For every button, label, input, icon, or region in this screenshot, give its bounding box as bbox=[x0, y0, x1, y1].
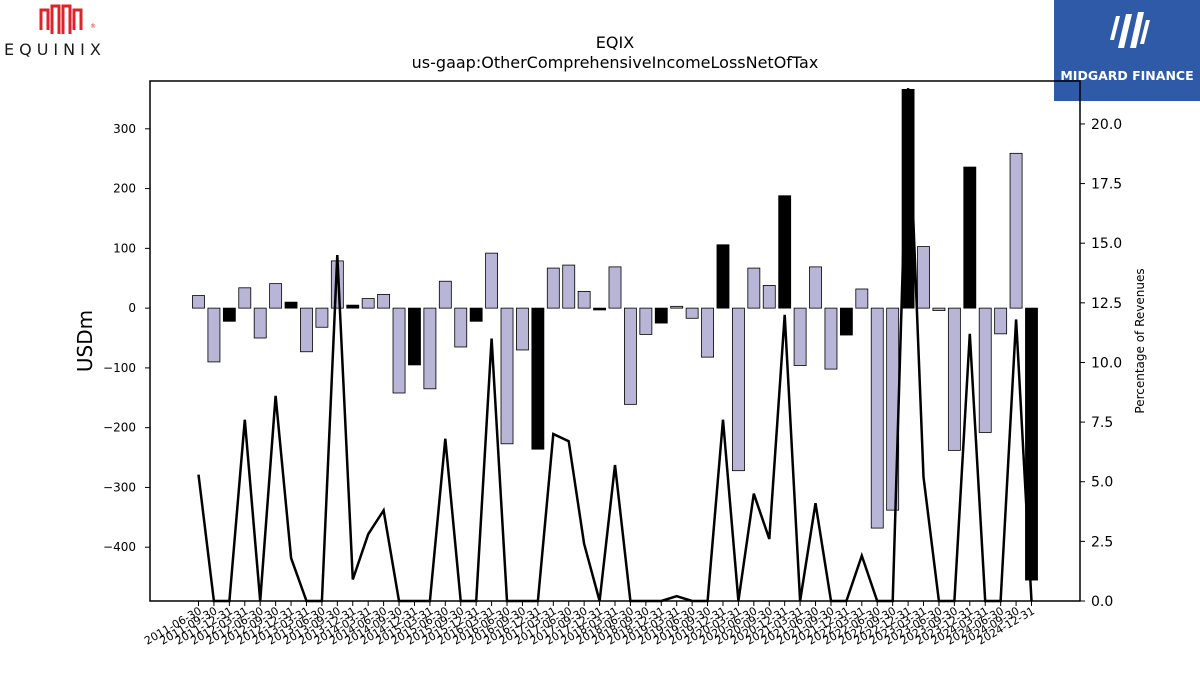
bar-2018-09-30 bbox=[639, 307, 653, 335]
bar-2019-12-31 bbox=[716, 244, 730, 309]
bar-2020-09-30 bbox=[762, 285, 776, 309]
bar-2020-06-30 bbox=[747, 267, 761, 309]
equinix-wordmark: EQUINIX bbox=[4, 40, 106, 59]
bar-2018-06-30 bbox=[624, 307, 637, 405]
percentage-of-revenues-line bbox=[197, 88, 1033, 603]
bar-2021-12-31 bbox=[839, 307, 853, 336]
y2-tick-label: 2.5 bbox=[1091, 534, 1113, 550]
bar-2021-03-31 bbox=[793, 307, 807, 366]
bar-2023-03-31 bbox=[917, 246, 930, 309]
y-tick-label: 0 bbox=[128, 301, 136, 315]
y-tick-label: −400 bbox=[103, 540, 136, 554]
bar-2011-12-31 bbox=[222, 307, 236, 322]
bar-2013-12-31 bbox=[346, 304, 360, 309]
bar-2011-09-30 bbox=[207, 307, 221, 363]
bar-2022-06-30 bbox=[870, 307, 884, 529]
midgard-finance-logo: MIDGARD FINANCE bbox=[1054, 0, 1200, 101]
bar-2014-09-30 bbox=[392, 307, 406, 394]
bar-2019-06-30 bbox=[685, 307, 699, 319]
bar-2016-06-30 bbox=[500, 307, 514, 445]
bar-2016-09-30 bbox=[516, 307, 529, 351]
equinix-mark-icon: ® bbox=[39, 4, 96, 34]
bar-2017-12-31 bbox=[593, 307, 606, 311]
y2-tick-label: 0.0 bbox=[1091, 594, 1113, 610]
bar-2012-03-31 bbox=[238, 287, 252, 309]
bar-2017-09-30 bbox=[577, 290, 591, 309]
y-tick-label: −300 bbox=[103, 480, 136, 494]
bar-2016-03-31 bbox=[485, 252, 499, 309]
bar-2023-12-31 bbox=[963, 166, 977, 309]
bar-2015-03-31 bbox=[423, 307, 437, 390]
bar-2011-06-30 bbox=[192, 295, 205, 309]
y2-tick-label: 17.5 bbox=[1091, 177, 1122, 193]
y-tick-label: 300 bbox=[113, 122, 136, 136]
bar-2021-06-30 bbox=[809, 266, 822, 309]
bar-2015-09-30 bbox=[454, 307, 468, 348]
bar-2020-03-31 bbox=[731, 307, 745, 472]
bar-2021-09-30 bbox=[824, 307, 838, 370]
bar-series bbox=[192, 88, 1038, 581]
bar-2024-06-30 bbox=[994, 307, 1008, 335]
bar-2017-03-31 bbox=[546, 267, 560, 309]
midgard-mark-icon bbox=[1110, 12, 1150, 48]
bar-2014-03-31 bbox=[361, 298, 375, 309]
bar-2024-03-31 bbox=[978, 307, 992, 433]
equinix-logo: ® EQUINIX bbox=[0, 0, 128, 70]
bar-2023-06-30 bbox=[932, 307, 946, 311]
bar-2023-09-30 bbox=[947, 307, 961, 451]
y2-axis: 0.0 2.5 5.0 7.5 10.0 12.5 15.0 17.5 20.0 bbox=[1080, 117, 1122, 610]
bar-2018-03-31 bbox=[608, 266, 622, 309]
bar-2019-09-30 bbox=[701, 307, 714, 358]
bar-2013-03-31 bbox=[300, 307, 313, 353]
chart-title: EQIX bbox=[596, 33, 634, 52]
y-tick-label: 200 bbox=[113, 182, 136, 196]
bar-2012-06-30 bbox=[253, 307, 267, 339]
bar-2016-12-31 bbox=[531, 307, 545, 450]
y2-tick-label: 20.0 bbox=[1091, 117, 1122, 133]
y2-tick-label: 15.0 bbox=[1091, 236, 1122, 252]
y2-tick-label: 12.5 bbox=[1091, 296, 1122, 312]
line-series bbox=[197, 88, 1033, 603]
bar-2018-12-31 bbox=[654, 307, 668, 324]
y2-tick-label: 7.5 bbox=[1091, 415, 1113, 431]
y2-axis-label: Percentage of Revenues bbox=[1133, 268, 1147, 413]
plot-frame bbox=[149, 80, 1081, 602]
bar-2015-12-31 bbox=[469, 307, 483, 322]
y-tick-label: −200 bbox=[103, 421, 136, 435]
y2-tick-label: 5.0 bbox=[1091, 475, 1113, 491]
x-axis: 2011-06-302011-09-302011-12-312012-03-31… bbox=[142, 601, 1037, 648]
bar-2012-09-30 bbox=[269, 283, 283, 309]
bar-2013-06-30 bbox=[315, 307, 329, 328]
bar-2019-03-31 bbox=[670, 305, 684, 309]
bar-2014-06-30 bbox=[377, 293, 391, 309]
chart-subtitle: us-gaap:OtherComprehensiveIncomeLossNetO… bbox=[412, 53, 819, 72]
bar-2022-03-31 bbox=[855, 288, 869, 309]
bar-2020-12-31 bbox=[778, 195, 792, 309]
svg-text:®: ® bbox=[90, 23, 96, 30]
y-tick-label: −100 bbox=[103, 361, 136, 375]
y2-tick-label: 10.0 bbox=[1091, 355, 1122, 371]
midgard-wordmark: MIDGARD FINANCE bbox=[1060, 68, 1194, 83]
y-axis-label: USDm bbox=[73, 310, 97, 372]
bar-2015-06-30 bbox=[438, 280, 452, 309]
bar-2024-09-30 bbox=[1009, 152, 1023, 309]
bar-2014-12-31 bbox=[408, 307, 421, 366]
bar-2012-12-31 bbox=[284, 301, 298, 309]
y-tick-label: 100 bbox=[113, 241, 136, 255]
y-axis: 300 200 100 0 −100 −200 −300 −400 bbox=[103, 122, 150, 554]
bar-2017-06-30 bbox=[562, 264, 576, 309]
